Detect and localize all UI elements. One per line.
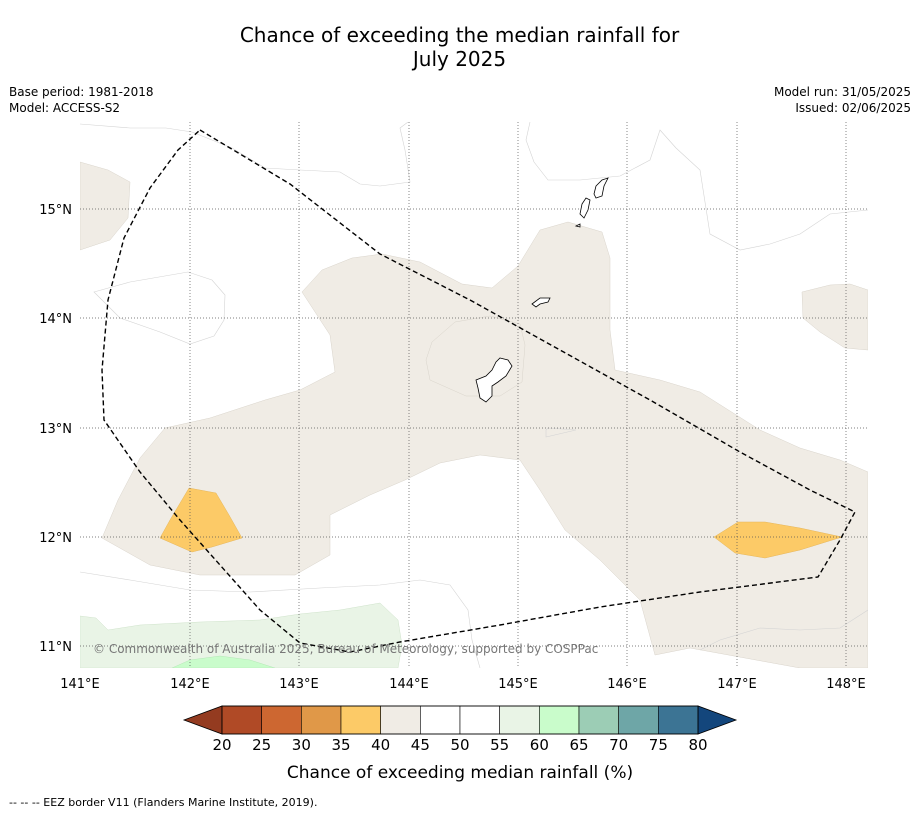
colorbar-tick-label: 65 (569, 736, 588, 754)
colorbar-swatch (539, 705, 580, 735)
colorbar-swatch (301, 705, 342, 735)
contour-60-65-southwest-patch (171, 655, 276, 668)
map-plot-area: © Commonwealth of Australia 2025, Bureau… (80, 122, 868, 668)
contour-40-45-east-patch (801, 283, 868, 351)
colorbar-tick-label: 30 (292, 736, 311, 754)
colorbar-tick-label: 50 (450, 736, 469, 754)
lon-tick-label: 141°E (60, 677, 100, 692)
colorbar-swatch (459, 705, 500, 735)
base-period-label: Base period: 1981-2018 (9, 85, 154, 99)
map-gridlines (80, 122, 868, 668)
guam-island (475, 357, 513, 403)
colorbar-swatch (420, 705, 461, 735)
lat-tick-labels: 15°N 14°N 13°N 12°N 11°N (39, 203, 72, 655)
rota-island (531, 297, 551, 308)
colorbar: 20 25 30 35 40 45 50 55 60 65 70 75 80 (182, 705, 738, 754)
colorbar-label: Chance of exceeding median rainfall (%) (287, 763, 633, 783)
colorbar-tick-label: 70 (609, 736, 628, 754)
chart-title-line-2: July 2025 (412, 47, 507, 71)
map-copyright: © Commonwealth of Australia 2025, Bureau… (93, 642, 598, 656)
colorbar-swatch (221, 705, 262, 735)
colorbar-tick-label: 40 (371, 736, 390, 754)
eez-border-line (101, 129, 856, 653)
colorbar-swatch (380, 705, 421, 735)
contour-55-60-southwest-patch (80, 602, 403, 668)
lat-tick-label: 12°N (39, 531, 72, 546)
lon-tick-label: 145°E (498, 677, 538, 692)
saipan-island (593, 177, 609, 199)
colorbar-frame (221, 705, 699, 735)
colorbar-swatch (340, 705, 381, 735)
colorbar-tick-label: 25 (252, 736, 271, 754)
colorbar-swatch (658, 705, 699, 735)
tinian-island (579, 197, 591, 219)
contour-40-45-central-band (101, 221, 868, 668)
model-run-label: Model run: 31/05/2025 (773, 85, 911, 99)
lat-tick-label: 14°N (39, 312, 72, 327)
lon-tick-label: 142°E (170, 677, 210, 692)
colorbar-tick-label: 55 (490, 736, 509, 754)
colorbar-under-arrow (182, 705, 223, 735)
lon-tick-label: 148°E (826, 677, 866, 692)
lon-tick-label: 143°E (279, 677, 319, 692)
colorbar-swatch (499, 705, 540, 735)
chart-title-line-1: Chance of exceeding the median rainfall … (239, 23, 680, 47)
colorbar-swatch (578, 705, 619, 735)
colorbar-tick-label: 20 (212, 736, 231, 754)
lon-tick-label: 144°E (389, 677, 429, 692)
colorbar-tick-label: 45 (411, 736, 430, 754)
colorbar-swatch (261, 705, 302, 735)
thin-contour-lines (80, 122, 868, 668)
lon-tick-label: 147°E (717, 677, 757, 692)
lon-tick-label: 146°E (607, 677, 647, 692)
lon-tick-labels: 141°E 142°E 143°E 144°E 145°E 146°E 147°… (60, 677, 866, 692)
colorbar-over-arrow (697, 705, 738, 735)
model-label: Model: ACCESS-S2 (9, 101, 121, 115)
contour-35-40-west-patch (159, 487, 243, 553)
colorbar-tick-label: 60 (530, 736, 549, 754)
colorbar-tick-label: 75 (649, 736, 668, 754)
lat-tick-label: 13°N (39, 422, 72, 437)
lat-tick-label: 15°N (39, 203, 72, 218)
lat-tick-label: 11°N (39, 640, 72, 655)
issued-label: Issued: 02/06/2025 (795, 101, 911, 115)
aguijan-island (574, 223, 581, 228)
colorbar-swatch (618, 705, 659, 735)
colorbar-tick-label: 80 (688, 736, 707, 754)
eez-legend-note: -- -- -- EEZ border V11 (Flanders Marine… (9, 796, 318, 809)
colorbar-tick-label: 35 (331, 736, 350, 754)
contour-40-45-west-patch (80, 161, 131, 251)
islands (475, 177, 609, 403)
